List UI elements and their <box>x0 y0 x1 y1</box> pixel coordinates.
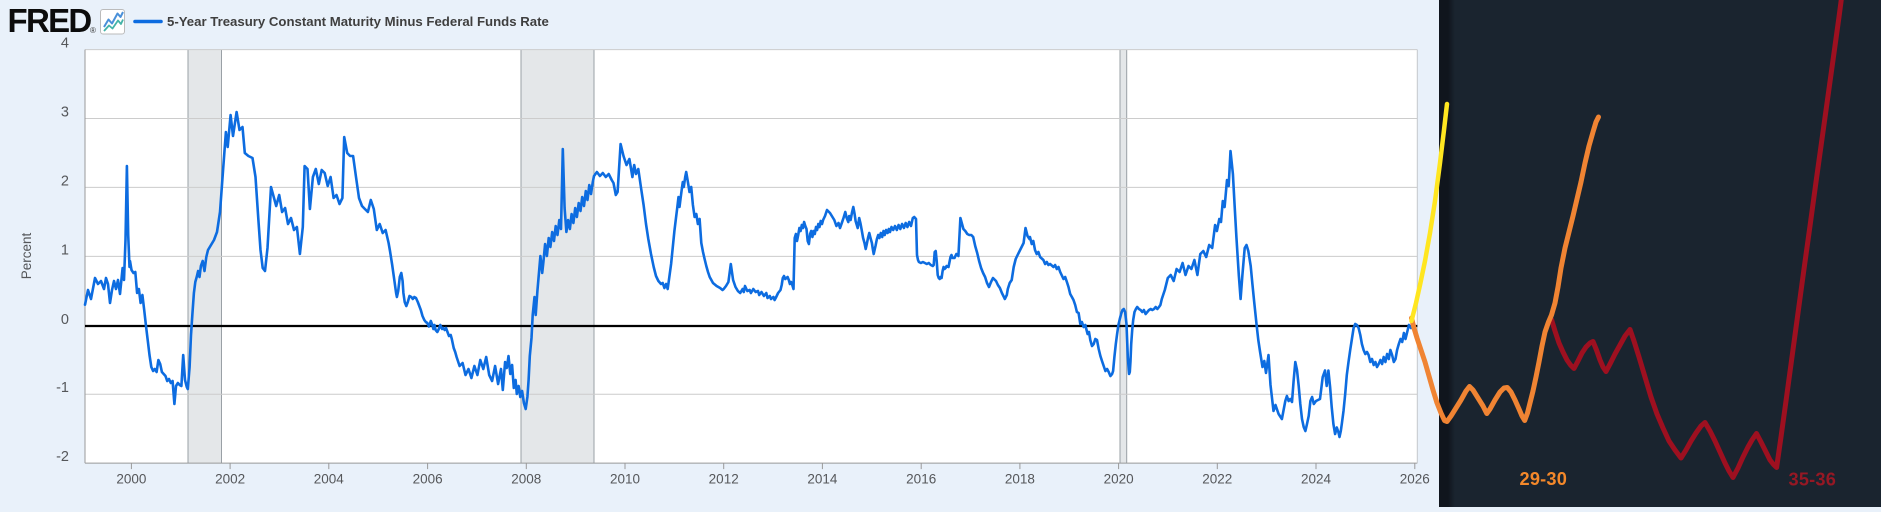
svg-text:4: 4 <box>61 36 69 52</box>
svg-text:35-36: 35-36 <box>1789 470 1837 490</box>
svg-text:2004: 2004 <box>314 472 345 487</box>
svg-text:Percent: Percent <box>19 232 34 279</box>
svg-text:0: 0 <box>61 312 69 328</box>
svg-text:2016: 2016 <box>906 472 936 487</box>
svg-text:2006: 2006 <box>413 472 443 487</box>
svg-text:2008: 2008 <box>511 472 541 487</box>
svg-text:-1: -1 <box>56 380 69 396</box>
svg-text:-2: -2 <box>56 449 69 465</box>
svg-text:2010: 2010 <box>610 472 640 487</box>
svg-text:2000: 2000 <box>116 472 146 487</box>
svg-text:2018: 2018 <box>1005 472 1035 487</box>
svg-text:2022: 2022 <box>1202 472 1232 487</box>
svg-text:5-Year Treasury Constant Matur: 5-Year Treasury Constant Maturity Minus … <box>167 14 549 29</box>
svg-text:2002: 2002 <box>215 472 245 487</box>
svg-text:1: 1 <box>61 242 69 258</box>
svg-text:®: ® <box>90 26 96 35</box>
svg-text:2024: 2024 <box>1301 472 1332 487</box>
svg-text:2012: 2012 <box>709 472 739 487</box>
svg-text:2026: 2026 <box>1400 472 1430 487</box>
svg-text:FRED: FRED <box>8 2 92 39</box>
svg-text:2: 2 <box>61 173 69 189</box>
svg-text:29-30: 29-30 <box>1520 469 1568 489</box>
svg-text:3: 3 <box>61 105 69 121</box>
svg-text:2020: 2020 <box>1104 472 1134 487</box>
svg-text:2014: 2014 <box>807 472 838 487</box>
